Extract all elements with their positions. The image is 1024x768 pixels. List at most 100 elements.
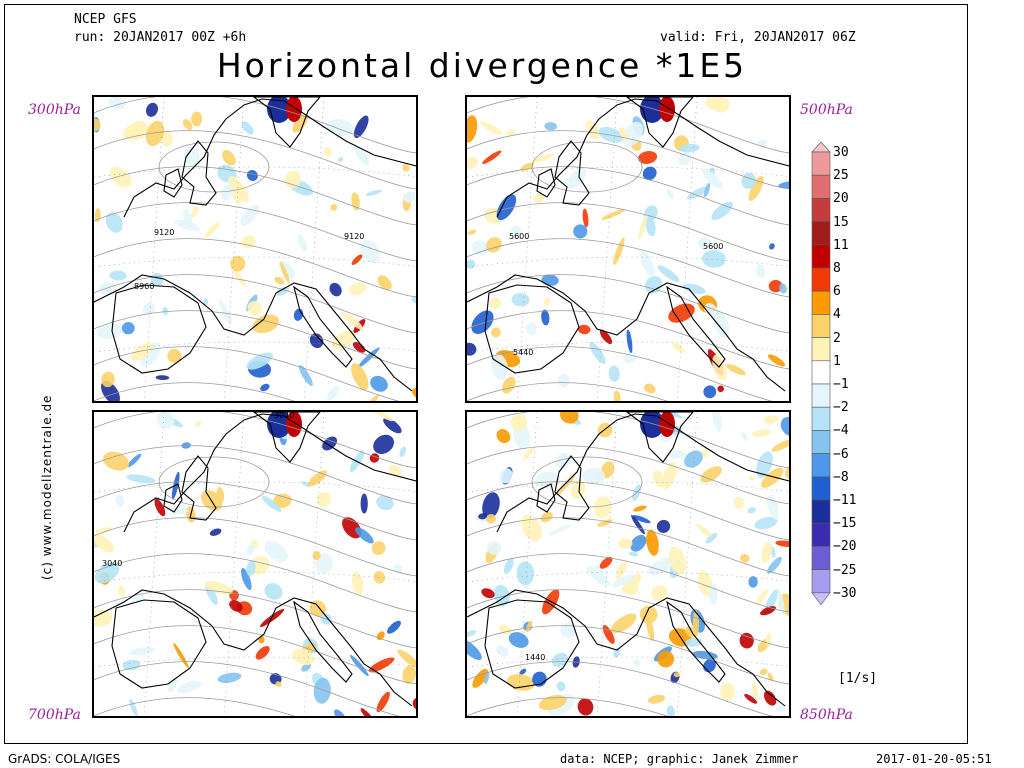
graticule	[467, 412, 789, 716]
divergence-cell	[702, 169, 724, 190]
divergence-cell	[535, 471, 560, 488]
colorbar-tick-label: −25	[833, 562, 857, 578]
colorbar-segment	[811, 314, 831, 338]
coastline	[94, 274, 413, 392]
divergence-cell	[532, 153, 554, 163]
meridian	[516, 97, 538, 401]
divergence-cell	[523, 447, 534, 460]
divergence-cell	[412, 387, 416, 399]
footer-timestamp: 2017-01-20-05:51	[876, 752, 992, 766]
divergence-cell	[538, 695, 567, 711]
divergence-cell	[597, 519, 613, 527]
map-700-svg: 3040 3040	[94, 412, 416, 716]
divergence-cell	[686, 186, 708, 200]
coastline	[666, 285, 726, 368]
divergence-cell	[274, 276, 285, 285]
divergence-cell	[481, 588, 495, 599]
divergence-cell	[786, 285, 789, 297]
divergence-cell	[109, 270, 127, 281]
divergence-cell	[230, 255, 246, 272]
divergence-cell	[217, 672, 242, 683]
divergence-cell	[167, 348, 182, 364]
height-contour	[94, 445, 416, 505]
coastline	[536, 483, 556, 513]
divergence-cell	[586, 566, 610, 587]
divergence-cell	[142, 302, 156, 316]
divergence-cell	[597, 422, 613, 438]
divergence-cell	[264, 583, 283, 600]
colorbar-tick-label: 1	[833, 353, 841, 369]
height-contour	[94, 130, 416, 190]
divergence-cell	[176, 681, 202, 694]
divergence-field	[94, 97, 416, 401]
divergence-cell	[684, 450, 703, 468]
divergence-cell	[543, 297, 551, 306]
divergence-cell	[109, 166, 132, 188]
divergence-cell	[747, 507, 757, 514]
divergence-cell	[496, 645, 509, 657]
divergence-cell	[771, 439, 789, 452]
divergence-cell	[644, 383, 656, 394]
divergence-cell	[387, 620, 401, 634]
divergence-cell	[703, 182, 711, 198]
divergence-cell	[701, 448, 708, 458]
map-850-svg: 1440	[467, 412, 789, 716]
divergence-cell	[697, 237, 711, 250]
colorbar-segment	[811, 337, 831, 362]
coastline	[181, 455, 217, 521]
coastline	[293, 285, 353, 368]
divergence-cell	[308, 470, 328, 487]
divergence-cell	[670, 671, 680, 684]
divergence-cell	[767, 494, 779, 520]
colorbar-segment	[811, 546, 831, 570]
divergence-core	[659, 97, 675, 122]
divergence-cell	[246, 352, 274, 370]
divergence-cell	[757, 139, 768, 148]
height-contour	[467, 553, 789, 613]
divergence-cell	[780, 416, 789, 437]
coastline	[94, 589, 413, 707]
divergence-cell	[397, 649, 416, 668]
divergence-cell	[556, 681, 566, 692]
parallel	[467, 256, 789, 268]
divergence-cell	[261, 495, 282, 513]
divergence-cell	[498, 625, 512, 635]
divergence-cell	[711, 201, 734, 221]
divergence-cell	[511, 292, 530, 307]
divergence-cell	[94, 118, 101, 132]
divergence-cell	[204, 221, 220, 238]
divergence-cell	[767, 556, 782, 574]
divergence-cell	[700, 466, 722, 483]
divergence-cell	[493, 584, 510, 607]
colorbar-segment	[811, 198, 831, 222]
divergence-cell	[326, 386, 340, 401]
divergence-cell	[761, 541, 772, 563]
divergence-cell	[216, 487, 225, 503]
divergence-cell	[130, 342, 154, 361]
divergence-cell	[740, 431, 748, 442]
divergence-cell	[673, 672, 680, 678]
divergence-cell	[615, 561, 628, 580]
height-contour	[94, 661, 400, 716]
divergence-cell	[739, 632, 754, 649]
divergence-cell	[516, 561, 535, 586]
divergence-cell	[209, 528, 222, 536]
divergence-cell	[368, 657, 395, 673]
divergence-cell	[487, 541, 502, 555]
divergence-cell	[241, 121, 254, 135]
divergence-cell	[330, 204, 338, 211]
height-contour	[94, 202, 416, 262]
divergence-cell	[668, 303, 695, 323]
divergence-cell	[751, 682, 759, 699]
divergence-cell	[491, 327, 501, 338]
divergence-cell	[631, 515, 645, 535]
coastline	[554, 140, 590, 206]
colorbar-tick-label: 8	[833, 261, 841, 276]
height-contour	[94, 412, 416, 469]
divergence-cell	[291, 648, 315, 666]
divergence-core	[659, 412, 675, 437]
divergence-cell	[204, 581, 233, 595]
height-contours	[467, 97, 789, 401]
divergence-cell	[154, 498, 166, 517]
divergence-cell	[484, 671, 490, 685]
